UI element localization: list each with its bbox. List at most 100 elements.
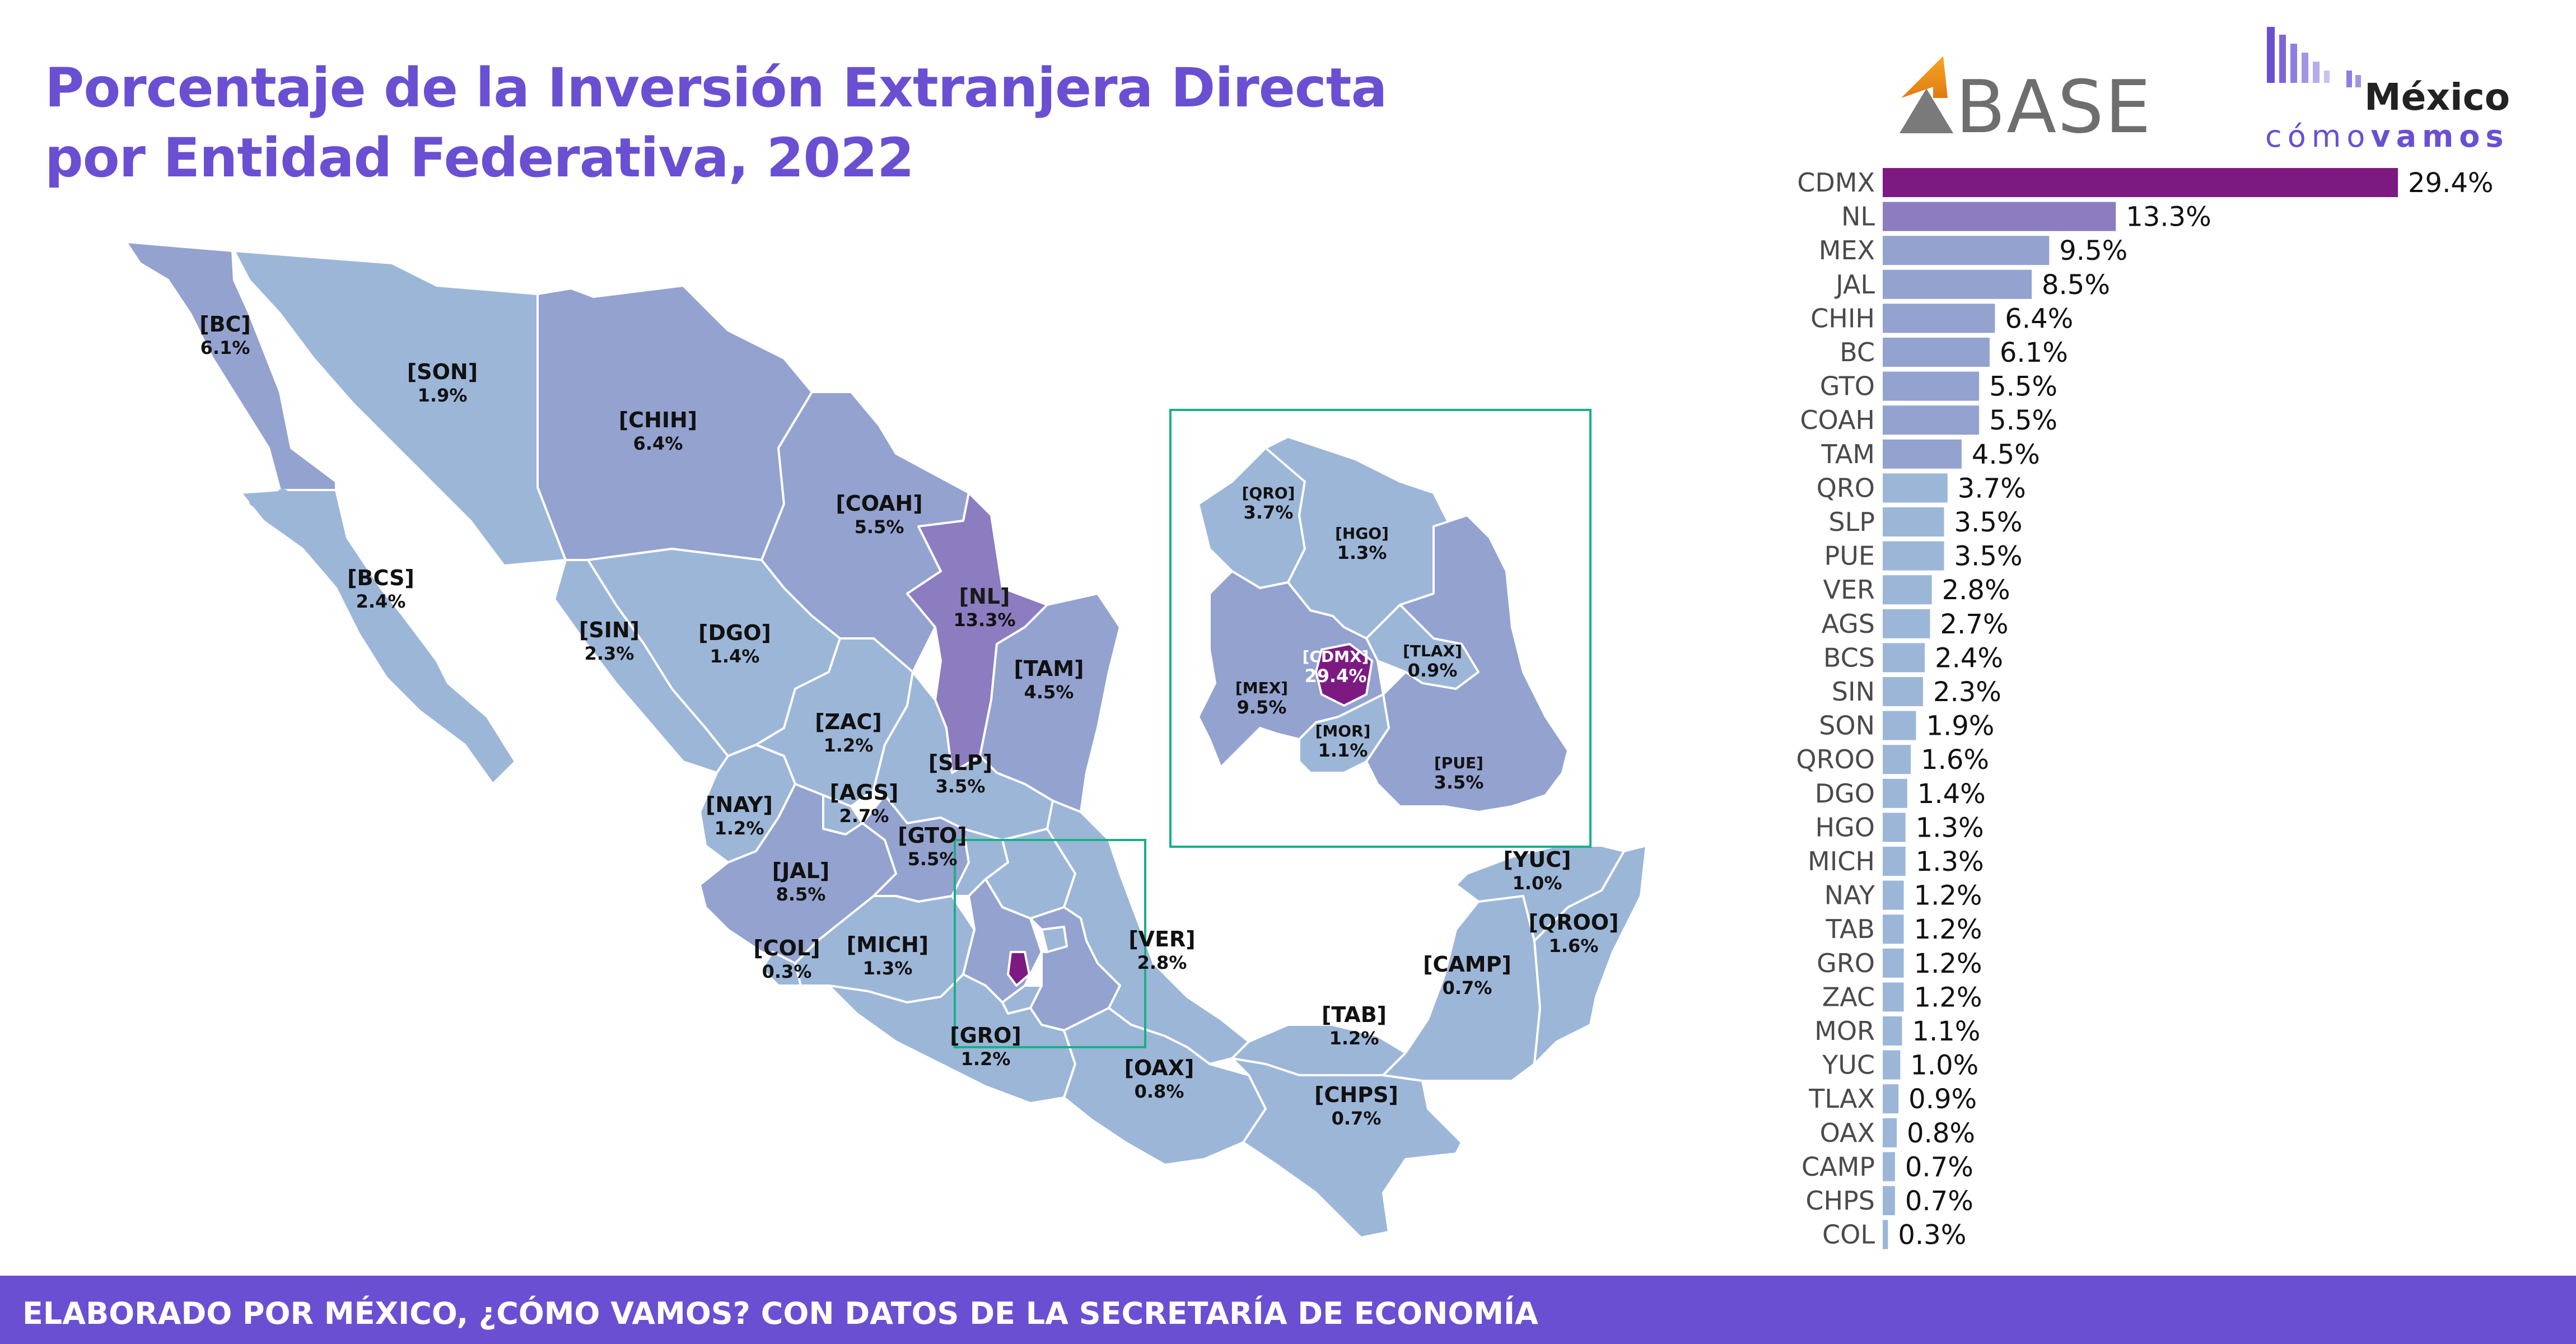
map-state-code: [NL] bbox=[959, 584, 1010, 609]
map-state-value: 0.8% bbox=[1135, 1081, 1184, 1102]
bar-value-label: 1.2% bbox=[1914, 948, 1982, 979]
inset-state-value: 3.7% bbox=[1244, 502, 1294, 523]
bar-value-label: 0.8% bbox=[1907, 1118, 1975, 1149]
bar-category-label: TAB bbox=[1825, 914, 1875, 944]
map-state-code: [GRO] bbox=[950, 1023, 1021, 1048]
bar bbox=[1883, 1220, 1888, 1249]
bar-category-label: VER bbox=[1823, 575, 1875, 605]
bar-category-label: MOR bbox=[1814, 1016, 1875, 1046]
map-state-value: 3.5% bbox=[936, 776, 986, 797]
map-state-value: 6.4% bbox=[633, 433, 683, 454]
map-state-code: [AGS] bbox=[830, 780, 899, 805]
map-state-value: 8.5% bbox=[776, 884, 826, 905]
map-state-code: [BC] bbox=[199, 312, 251, 337]
map-state-code: [BCS] bbox=[347, 566, 414, 590]
bar bbox=[1883, 1118, 1897, 1147]
island bbox=[276, 489, 290, 502]
title-line-1: Porcentaje de la Inversión Extranjera Di… bbox=[45, 57, 1387, 119]
bar-category-label: SIN bbox=[1832, 676, 1875, 707]
base-logo: BASE bbox=[1900, 56, 2152, 150]
bar bbox=[1883, 914, 1904, 944]
bar-category-label: OAX bbox=[1820, 1118, 1875, 1148]
bar-value-label: 1.1% bbox=[1912, 1016, 1980, 1047]
inset-state-value: 0.9% bbox=[1408, 660, 1458, 681]
map-state-code: [CHIH] bbox=[619, 408, 697, 432]
footer-bar: ELABORADO POR MÉXICO, ¿CÓMO VAMOS? CON D… bbox=[0, 1276, 2576, 1344]
bar bbox=[1883, 778, 1907, 808]
inset-state-value: 3.5% bbox=[1434, 772, 1484, 793]
bar-category-label: MICH bbox=[1808, 846, 1875, 876]
bar-category-label: GTO bbox=[1820, 371, 1875, 402]
map-state-value: 1.3% bbox=[863, 958, 913, 979]
base-logo-text: BASE bbox=[1956, 64, 2152, 150]
bar-category-label: AGS bbox=[1821, 609, 1875, 639]
bar bbox=[1883, 541, 1944, 571]
bar-value-label: 3.5% bbox=[1954, 507, 2023, 538]
bar-category-label: BCS bbox=[1823, 642, 1875, 673]
bar bbox=[1883, 168, 2398, 197]
map-state-code: [COL] bbox=[753, 936, 820, 960]
map-state-value: 1.0% bbox=[1513, 872, 1562, 894]
inset-state-mor bbox=[1298, 693, 1390, 774]
bar-category-label: CHPS bbox=[1805, 1186, 1875, 1216]
map-state-value: 0.3% bbox=[762, 961, 812, 982]
bar-value-label: 1.2% bbox=[1914, 982, 1982, 1013]
map-state-code: [CAMP] bbox=[1423, 952, 1511, 977]
chart-title: Porcentaje de la Inversión Extranjera Di… bbox=[45, 53, 1445, 193]
inset-labels: [QRO]3.7% [HGO]1.3% [CDMX]29.4% [TLAX]0.9% [… bbox=[1235, 484, 1483, 793]
map-state-value: 13.3% bbox=[953, 609, 1015, 631]
bar-category-label: JAL bbox=[1834, 269, 1875, 300]
footer-source-text: ELABORADO POR MÉXICO, ¿CÓMO VAMOS? CON D… bbox=[22, 1296, 1538, 1331]
inset-locator-box bbox=[954, 839, 1146, 1048]
bar-value-label: 1.4% bbox=[1917, 778, 1986, 810]
mcv-bars-icon bbox=[2267, 27, 2361, 87]
map-state-code: [QROO] bbox=[1529, 910, 1619, 935]
state-col bbox=[760, 951, 802, 987]
bar bbox=[1883, 405, 1980, 435]
bar-category-label: COL bbox=[1822, 1220, 1875, 1250]
bar-category-label: HGO bbox=[1816, 812, 1875, 842]
inset-state-value: 9.5% bbox=[1237, 697, 1287, 718]
mexico-como-vamos-logo: México cómovamos bbox=[2265, 27, 2510, 154]
bar bbox=[1883, 948, 1904, 978]
bar-value-label: 1.6% bbox=[1921, 744, 1989, 776]
bar-chart: CDMX 29.4% NL 13.3% MEX 9.5% JAL 8.5% CHIH 6.4% BC… bbox=[1796, 167, 2493, 1251]
map-state-value: 1.2% bbox=[1329, 1028, 1379, 1049]
bar bbox=[1883, 677, 1923, 706]
map-state-code: [COAH] bbox=[836, 491, 922, 516]
inset-state-code: [PUE] bbox=[1434, 754, 1483, 772]
map-state-code: [TAM] bbox=[1014, 656, 1084, 681]
map-state-value: 5.5% bbox=[908, 848, 958, 870]
bar-value-label: 0.3% bbox=[1898, 1220, 1966, 1251]
bar-value-label: 1.3% bbox=[1916, 812, 1984, 843]
title-line-2: por Entidad Federativa, 2022 bbox=[45, 127, 914, 189]
map-state-code: [NAY] bbox=[706, 792, 773, 817]
bar-category-label: YUC bbox=[1822, 1050, 1875, 1080]
bar-value-label: 5.5% bbox=[1989, 371, 2057, 403]
inset-state-cdmx bbox=[1315, 643, 1373, 707]
mcv-bottom-text: cómovamos bbox=[2265, 119, 2509, 154]
inset-state-value: 1.1% bbox=[1318, 740, 1368, 761]
bar-value-label: 5.5% bbox=[1989, 405, 2057, 436]
inset-state-code: [MEX] bbox=[1235, 679, 1288, 697]
bar-value-label: 2.4% bbox=[1935, 642, 2003, 674]
islands bbox=[249, 489, 290, 507]
base-logo-peak-icon bbox=[1900, 88, 1953, 133]
bar bbox=[1883, 304, 1995, 333]
bar-value-label: 1.2% bbox=[1914, 880, 1982, 912]
map-state-code: [SLP] bbox=[928, 750, 992, 775]
bar bbox=[1883, 847, 1906, 876]
bar-category-label: DGO bbox=[1815, 778, 1875, 809]
bar bbox=[1883, 1084, 1899, 1114]
bar-category-label: PUE bbox=[1824, 541, 1875, 571]
inset-state-code: [HGO] bbox=[1335, 524, 1389, 543]
bar bbox=[1883, 1152, 1895, 1182]
state-bcs bbox=[240, 489, 516, 785]
bar bbox=[1883, 711, 1916, 740]
bar-value-label: 0.7% bbox=[1905, 1186, 1973, 1217]
map-state-value: 4.5% bbox=[1024, 682, 1074, 703]
bar-category-label: NAY bbox=[1824, 880, 1875, 911]
bar-value-label: 8.5% bbox=[2042, 269, 2110, 301]
map-state-value: 2.8% bbox=[1137, 952, 1187, 973]
bar-value-label: 2.8% bbox=[1942, 575, 2010, 606]
